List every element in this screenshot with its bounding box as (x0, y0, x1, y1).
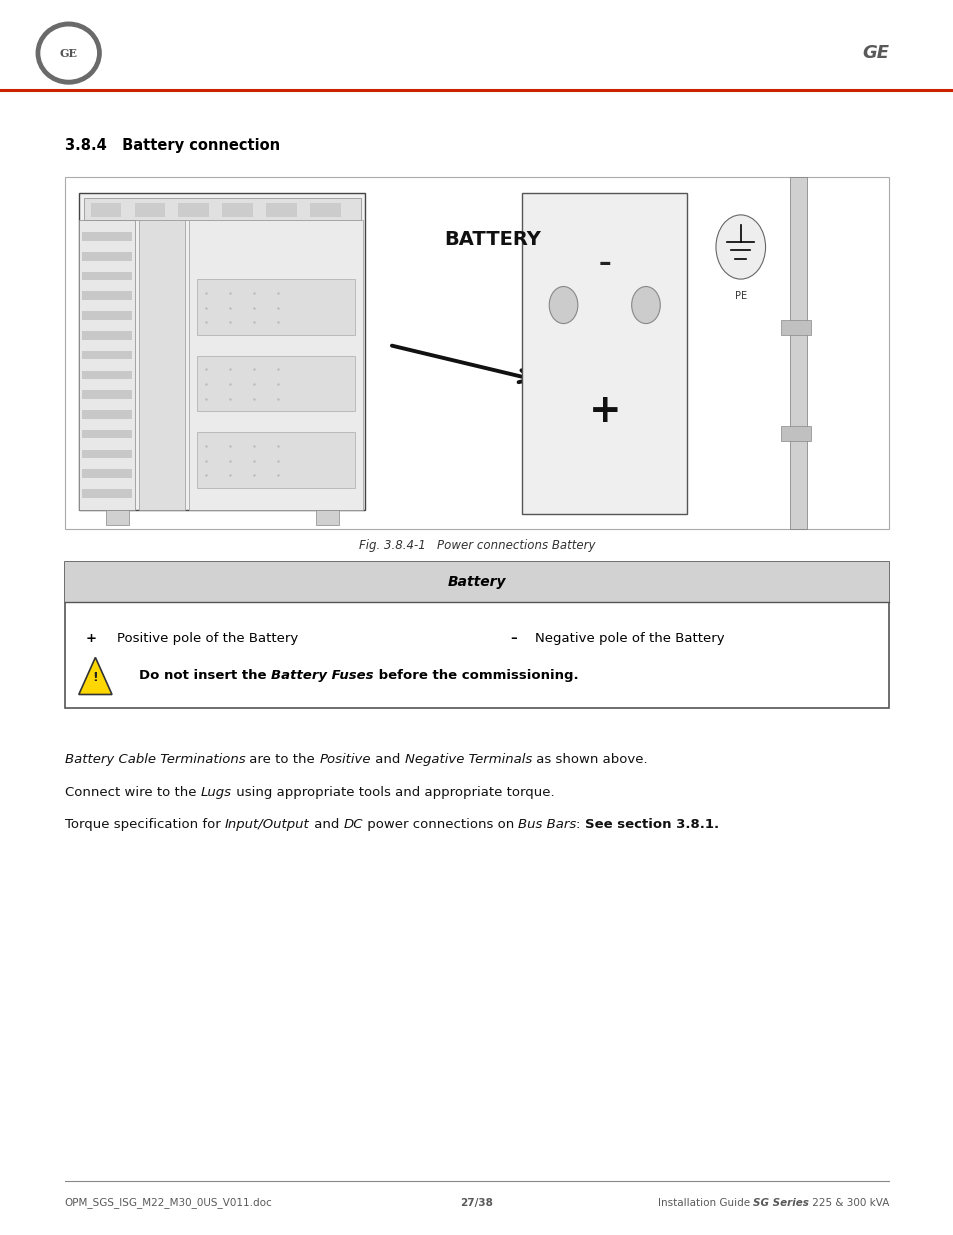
Text: Positive: Positive (319, 753, 371, 766)
Text: +: + (86, 632, 97, 646)
Text: DC: DC (343, 819, 362, 831)
Bar (82, 311, 132, 320)
Text: Positive pole of the Battery: Positive pole of the Battery (117, 632, 298, 646)
Text: SG Series: SG Series (0, 1198, 56, 1208)
Bar (82, 331, 132, 340)
Bar (82, 272, 132, 280)
Ellipse shape (41, 27, 96, 79)
Text: Connect wire to the: Connect wire to the (65, 787, 200, 799)
Bar (222, 203, 253, 217)
Text: GE: GE (862, 44, 888, 62)
Bar (315, 510, 338, 525)
Text: SG Series: SG Series (752, 1198, 808, 1208)
Text: and: and (371, 753, 404, 766)
Bar (82, 390, 132, 399)
Text: PE: PE (734, 291, 746, 301)
Text: before the commissioning.: before the commissioning. (374, 669, 578, 683)
Text: See section 3.8.1.: See section 3.8.1. (584, 819, 719, 831)
Bar (780, 320, 810, 335)
FancyBboxPatch shape (65, 562, 888, 708)
Bar (780, 426, 810, 441)
Text: Battery: Battery (447, 576, 506, 589)
Text: Installation Guide: Installation Guide (657, 1198, 752, 1208)
Text: Installation Guide: Installation Guide (0, 1198, 95, 1208)
FancyBboxPatch shape (79, 220, 134, 510)
Circle shape (549, 287, 578, 324)
Bar (82, 370, 132, 379)
Bar (106, 510, 129, 525)
FancyBboxPatch shape (65, 562, 888, 601)
Bar (178, 203, 209, 217)
Text: Do not insert the: Do not insert the (139, 669, 271, 683)
Text: Input/Output: Input/Output (225, 819, 310, 831)
Bar (82, 252, 132, 261)
FancyBboxPatch shape (189, 220, 362, 510)
Text: !: ! (92, 672, 98, 684)
Text: 3.8.4   Battery connection: 3.8.4 Battery connection (65, 138, 279, 153)
Bar (266, 203, 296, 217)
Text: and: and (310, 819, 343, 831)
Bar (310, 203, 340, 217)
Text: Bus Bars: Bus Bars (517, 819, 576, 831)
Text: +: + (588, 391, 620, 430)
Text: Fig. 3.8.4-1   Power connections Battery: Fig. 3.8.4-1 Power connections Battery (358, 540, 595, 552)
Bar (82, 489, 132, 498)
Text: Negative Terminals: Negative Terminals (404, 753, 532, 766)
Ellipse shape (36, 22, 101, 84)
FancyBboxPatch shape (139, 220, 185, 510)
Text: 27/38: 27/38 (460, 1198, 493, 1208)
FancyBboxPatch shape (196, 279, 355, 335)
Bar (82, 469, 132, 478)
Bar (134, 203, 165, 217)
Bar (82, 291, 132, 300)
FancyBboxPatch shape (196, 432, 355, 488)
Text: are to the: are to the (245, 753, 319, 766)
Text: –: – (510, 632, 517, 646)
Bar (82, 430, 132, 438)
Bar (789, 177, 806, 529)
Bar (82, 232, 132, 241)
Text: GE: GE (60, 48, 77, 58)
FancyBboxPatch shape (196, 356, 355, 411)
Text: Negative pole of the Battery: Negative pole of the Battery (534, 632, 723, 646)
FancyBboxPatch shape (84, 198, 360, 220)
Bar (91, 203, 121, 217)
Bar (82, 410, 132, 419)
FancyBboxPatch shape (79, 193, 365, 510)
Text: :: : (576, 819, 584, 831)
Text: –: – (598, 251, 611, 275)
Text: Torque specification for: Torque specification for (65, 819, 225, 831)
FancyBboxPatch shape (65, 177, 888, 529)
Bar (82, 351, 132, 359)
Text: OPM_SGS_ISG_M22_M30_0US_V011.doc: OPM_SGS_ISG_M22_M30_0US_V011.doc (65, 1198, 273, 1208)
Circle shape (715, 215, 764, 279)
Text: using appropriate tools and appropriate torque.: using appropriate tools and appropriate … (232, 787, 554, 799)
Text: as shown above.: as shown above. (532, 753, 647, 766)
Bar (82, 450, 132, 458)
Text: power connections on: power connections on (362, 819, 517, 831)
Text: Lugs: Lugs (200, 787, 232, 799)
Text: Battery Cable Terminations: Battery Cable Terminations (65, 753, 245, 766)
Circle shape (631, 287, 659, 324)
Text: 225 & 300 kVA: 225 & 300 kVA (0, 1198, 80, 1208)
FancyBboxPatch shape (522, 193, 686, 514)
Polygon shape (79, 657, 112, 694)
Text: Battery Fuses: Battery Fuses (271, 669, 374, 683)
Text: BATTERY: BATTERY (443, 231, 540, 249)
Text: 225 & 300 kVA: 225 & 300 kVA (808, 1198, 888, 1208)
